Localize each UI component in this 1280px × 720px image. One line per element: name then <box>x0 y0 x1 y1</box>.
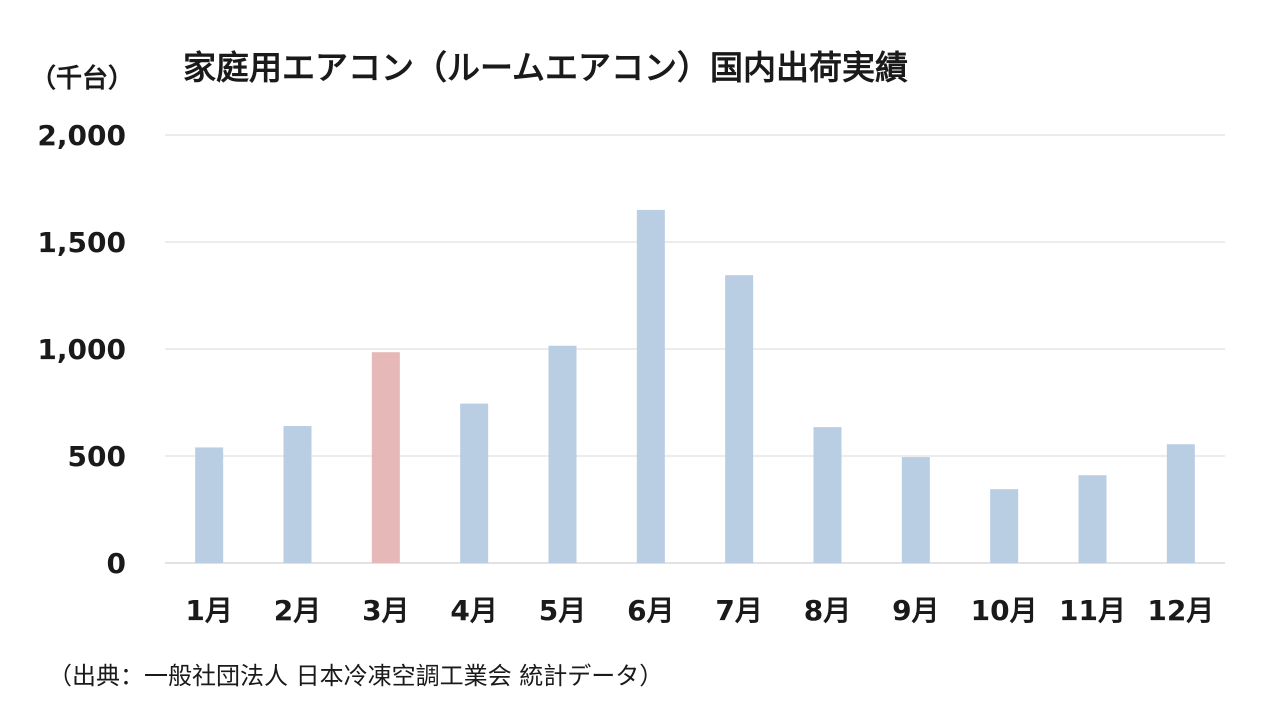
bar-11 <box>1078 475 1107 563</box>
y-tick-label: 0 <box>107 547 126 580</box>
x-tick-label: 4月 <box>450 594 497 627</box>
bar-9 <box>901 457 930 563</box>
x-tick-label: 7月 <box>715 594 762 627</box>
y-axis-unit-label: （千台） <box>30 63 134 94</box>
y-tick-label: 2,000 <box>37 119 126 152</box>
y-tick-label: 1,500 <box>37 226 126 259</box>
x-tick-label: 6月 <box>627 594 674 627</box>
bar-2 <box>283 426 312 563</box>
bar-12 <box>1166 444 1195 563</box>
gridlines <box>165 134 1225 564</box>
x-tick-label: 12月 <box>1147 594 1214 627</box>
x-tick-label: 8月 <box>804 594 851 627</box>
bar-1 <box>195 447 224 563</box>
bar-6 <box>636 209 665 563</box>
x-axis-ticks: 1月 2月 3月 4月 5月 6月 7月 8月 9月 10月 11月 12月 <box>185 594 1214 627</box>
x-tick-label: 5月 <box>539 594 586 627</box>
y-tick-label: 500 <box>68 440 126 473</box>
bar-7 <box>725 275 754 563</box>
y-axis-ticks: 0 500 1,000 1,500 2,000 <box>37 119 126 580</box>
x-tick-label: 11月 <box>1059 594 1126 627</box>
bar-3 <box>371 352 400 563</box>
bar-10 <box>990 489 1019 563</box>
y-tick-label: 1,000 <box>37 333 126 366</box>
x-tick-label: 1月 <box>185 594 232 627</box>
x-tick-label: 9月 <box>892 594 939 627</box>
x-tick-label: 2月 <box>274 594 321 627</box>
bar-5 <box>548 345 577 563</box>
bar-4 <box>460 403 489 563</box>
source-note: （出典：一般社団法人 日本冷凍空調工業会 統計データ） <box>48 662 663 690</box>
x-tick-label: 3月 <box>362 594 409 627</box>
x-tick-label: 10月 <box>971 594 1038 627</box>
bar-8 <box>813 427 842 563</box>
bars <box>195 209 1195 563</box>
chart-title: 家庭用エアコン（ルームエアコン）国内出荷実績 <box>183 48 908 87</box>
